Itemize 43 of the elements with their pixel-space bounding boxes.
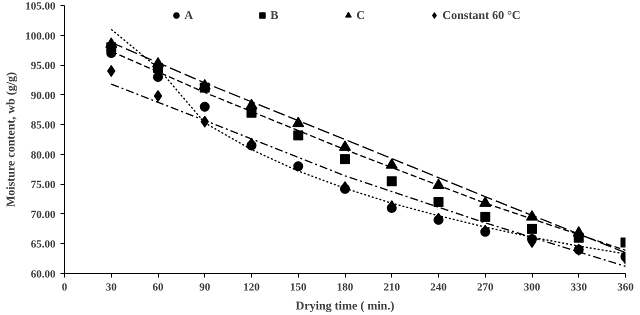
y-tick-label: 60.00 xyxy=(30,268,56,280)
y-axis-title: Moisture content, wb (g/g) xyxy=(3,72,18,208)
x-tick-label: 210 xyxy=(384,282,400,294)
x-tick-label: 90 xyxy=(199,282,211,294)
y-tick-label: 85.00 xyxy=(30,120,56,132)
y-tick-label: 105.00 xyxy=(25,0,56,12)
x-tick-label: 150 xyxy=(290,282,307,294)
point xyxy=(105,37,118,48)
point xyxy=(340,154,350,164)
point xyxy=(527,224,537,234)
point xyxy=(386,158,398,169)
y-tick-label: 80.00 xyxy=(30,149,56,162)
x-tick-label: 300 xyxy=(524,282,541,294)
y-tick-label: 70.00 xyxy=(30,208,56,221)
y-tick-label: 75.00 xyxy=(30,179,56,192)
x-tick-label: 180 xyxy=(336,282,354,294)
point xyxy=(480,212,490,222)
point xyxy=(153,72,163,82)
x-axis-title: Drying time ( min.) xyxy=(296,298,394,312)
point xyxy=(292,116,304,128)
legend-label: Constant 60 °C xyxy=(442,8,521,22)
x-tick-label: 0 xyxy=(62,282,68,294)
y-tick-label: 90.00 xyxy=(30,90,56,102)
y-tick-label: 65.00 xyxy=(30,238,56,251)
legend-label: B xyxy=(270,8,280,22)
x-tick-label: 240 xyxy=(430,282,448,294)
x-tick-label: 360 xyxy=(617,282,634,294)
x-tick-label: 270 xyxy=(477,282,494,294)
point xyxy=(200,102,210,112)
point xyxy=(154,90,162,102)
point xyxy=(386,176,397,186)
point xyxy=(293,130,304,140)
y-tick-label: 95.00 xyxy=(30,60,56,72)
y-tick-label: 100.00 xyxy=(25,30,56,42)
legend-label: A xyxy=(184,8,194,22)
x-tick-label: 30 xyxy=(106,282,118,294)
point xyxy=(434,197,444,208)
x-tick-label: 60 xyxy=(152,282,164,294)
point xyxy=(339,140,351,151)
x-tick-label: 330 xyxy=(570,282,588,294)
legend-label: C xyxy=(356,8,366,22)
x-tick-label: 120 xyxy=(243,282,260,294)
point xyxy=(293,161,304,172)
